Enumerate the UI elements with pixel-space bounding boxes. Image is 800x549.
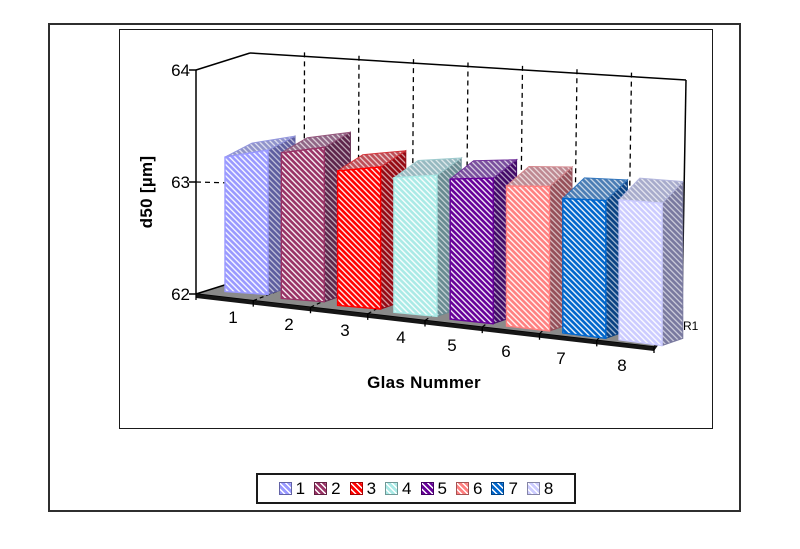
legend-item-label: 4 <box>402 479 412 498</box>
legend-item-label: 8 <box>543 479 554 498</box>
legend-item: 4 <box>385 479 412 498</box>
category-label-6: 6 <box>501 342 511 361</box>
legend-item-label: 1 <box>295 479 306 498</box>
legend-swatch-icon <box>278 482 292 495</box>
legend-swatch-icon <box>455 482 469 495</box>
legend-swatch-icon <box>420 482 434 495</box>
legend-item-label: 3 <box>366 479 377 498</box>
legend-swatch-icon <box>491 482 505 495</box>
category-label-1: 1 <box>228 308 238 327</box>
category-label-8: 8 <box>617 356 627 375</box>
category-label-7: 7 <box>556 349 566 368</box>
legend-item: 6 <box>455 479 483 498</box>
x-axis-title: Glas Nummer <box>367 373 481 392</box>
legend: 1 2 3 4 5 6 7 8 <box>256 473 576 504</box>
legend-item-label: 6 <box>472 479 483 498</box>
legend-item: 2 <box>314 479 341 498</box>
legend-item-label: 5 <box>437 479 447 498</box>
legend-item: 1 <box>278 479 306 498</box>
value-tick-label-63: 63 <box>171 173 190 192</box>
legend-item-label: 2 <box>331 479 341 498</box>
legend-item: 7 <box>491 479 518 498</box>
category-label-5: 5 <box>447 336 457 355</box>
value-tick-label-64: 64 <box>171 61 190 80</box>
series-axis-label: R1 <box>683 319 699 333</box>
category-label-2: 2 <box>284 315 294 334</box>
legend-item: 3 <box>349 479 377 498</box>
y-axis-title: d50 [µm] <box>137 155 156 229</box>
legend-item: 5 <box>420 479 447 498</box>
legend-item-label: 7 <box>508 479 518 498</box>
value-tick-label-62: 62 <box>171 285 190 304</box>
legend-swatch-icon <box>385 482 399 495</box>
legend-swatch-icon <box>526 482 540 495</box>
legend-swatch-icon <box>349 482 363 495</box>
category-label-4: 4 <box>396 328 406 347</box>
legend-item: 8 <box>526 479 554 498</box>
category-label-3: 3 <box>340 321 350 340</box>
legend-swatch-icon <box>314 482 328 495</box>
